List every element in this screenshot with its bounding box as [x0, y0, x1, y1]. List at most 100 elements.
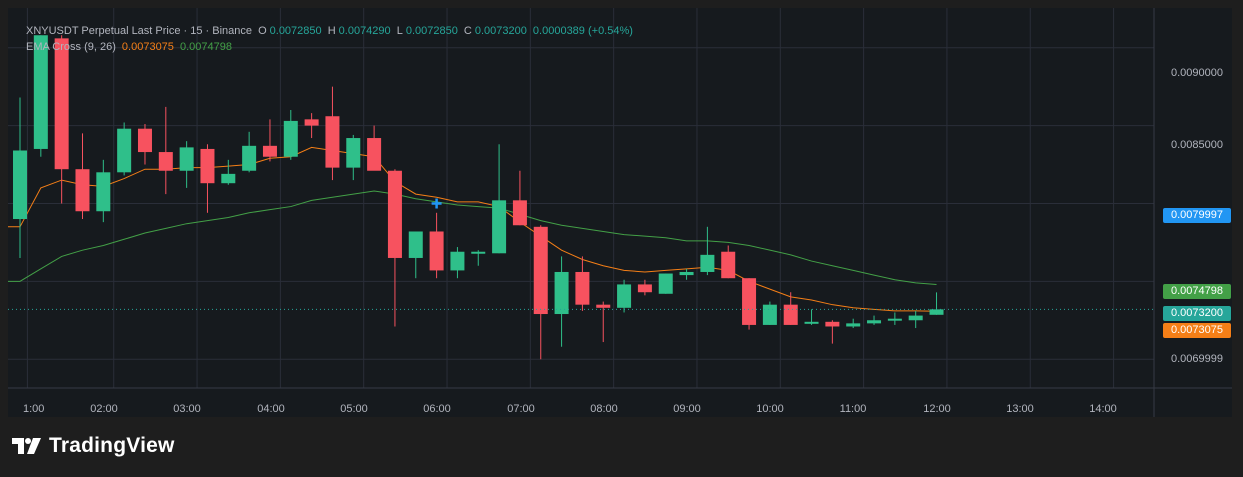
candle-body: [179, 147, 194, 171]
candle-up: [221, 159, 236, 185]
high-label: H: [327, 25, 336, 37]
close-value: 0.0073200: [474, 25, 527, 37]
tradingview-branding[interactable]: TradingView: [12, 434, 175, 458]
candle-body: [137, 128, 152, 153]
candle-up: [700, 226, 715, 276]
ema-layer: [8, 146, 937, 312]
candle-up: [179, 141, 194, 188]
time-label: 08:00: [590, 403, 618, 415]
candle-body: [13, 150, 27, 220]
candle-body: [721, 251, 736, 279]
crosshair-price-tag: 0.0079997: [1163, 208, 1231, 223]
candle-down: [512, 170, 527, 226]
candle-down: [158, 106, 173, 195]
candle-body: [262, 145, 277, 157]
open-label: O: [258, 25, 267, 37]
candle-body: [242, 145, 257, 171]
last-price-tag: 0.0073200: [1163, 306, 1231, 321]
candle-up: [471, 250, 486, 266]
candle-down: [825, 320, 840, 344]
candle-body: [825, 321, 840, 327]
time-label: 12:00: [923, 403, 951, 415]
candle-down: [325, 86, 340, 181]
candle-body: [429, 231, 444, 271]
candle-down: [200, 144, 215, 213]
candle-body: [908, 315, 923, 321]
time-label: 03:00: [173, 403, 201, 415]
candle-down: [783, 292, 798, 325]
candle-up: [492, 144, 507, 254]
candle-up: [908, 310, 923, 329]
tradingview-logo-icon: [12, 438, 41, 454]
candle-down: [387, 169, 402, 327]
candle-up: [846, 318, 861, 329]
time-label: 10:00: [756, 403, 784, 415]
time-label: 14:00: [1089, 403, 1117, 415]
high-value: 0.0074290: [338, 25, 391, 37]
tradingview-wordmark: TradingView: [49, 434, 175, 457]
candle-layer: [13, 35, 944, 360]
price-tick: 0.0069999: [1171, 353, 1223, 365]
candle-up: [13, 97, 27, 258]
candle-body: [367, 138, 382, 171]
price-chart[interactable]: [8, 8, 1232, 417]
ema-fast-line: [8, 146, 937, 312]
candle-down: [637, 279, 652, 296]
candle-up: [117, 122, 132, 176]
low-value: 0.0072850: [405, 25, 458, 37]
candle-body: [867, 320, 882, 324]
candle-body: [471, 251, 486, 254]
chart-panel[interactable]: XNYUSDT Perpetual Last Price · 15 · Bina…: [8, 8, 1232, 417]
candle-body: [158, 152, 173, 171]
low-label: L: [396, 25, 403, 37]
candle-body: [783, 304, 798, 325]
candle-up: [658, 273, 673, 294]
open-value: 0.0072850: [269, 25, 322, 37]
candle-body: [408, 231, 423, 258]
candle-body: [492, 200, 507, 254]
candle-body: [221, 173, 236, 184]
candle-up: [554, 256, 569, 347]
candle-up: [450, 247, 465, 279]
candle-body: [200, 148, 215, 184]
candle-body: [512, 200, 527, 226]
candle-body: [637, 284, 652, 293]
candle-up: [887, 312, 902, 325]
change-value: 0.0000389 (+0.54%): [532, 25, 633, 37]
candle-down: [75, 133, 90, 220]
time-label: 04:00: [257, 403, 285, 415]
grid-layer: [8, 8, 1232, 417]
time-label: 05:00: [340, 403, 368, 415]
candle-body: [762, 304, 777, 325]
time-label: 06:00: [423, 403, 451, 415]
candle-body: [700, 254, 715, 272]
indicator-legend[interactable]: EMA Cross (9, 26) 0.0073075 0.0074798: [26, 41, 235, 53]
ema-fast-value: 0.0073075: [121, 41, 174, 53]
candle-down: [304, 113, 319, 139]
ema-slow-line: [8, 190, 937, 285]
candle-body: [346, 138, 361, 168]
candle-up: [679, 268, 694, 280]
candle-up: [867, 315, 882, 325]
candle-up: [283, 110, 298, 160]
candle-body: [54, 38, 69, 170]
candle-down: [742, 278, 757, 330]
candle-body: [450, 251, 465, 271]
candle-body: [804, 321, 819, 324]
overlay-layer: [8, 198, 1154, 310]
candle-body: [658, 273, 673, 294]
candle-body: [75, 169, 90, 212]
close-label: C: [463, 25, 472, 37]
candle-body: [617, 284, 632, 308]
candle-body: [283, 120, 298, 157]
candle-down: [596, 301, 611, 343]
candle-down: [575, 256, 590, 311]
price-tick: 0.0090000: [1171, 67, 1223, 79]
candle-down: [429, 212, 444, 279]
price-tick: 0.0085000: [1171, 139, 1223, 151]
candle-down: [533, 225, 548, 360]
ema-slow-price-tag: 0.0074798: [1163, 284, 1231, 299]
candle-body: [304, 119, 319, 126]
candle-down: [367, 125, 382, 171]
